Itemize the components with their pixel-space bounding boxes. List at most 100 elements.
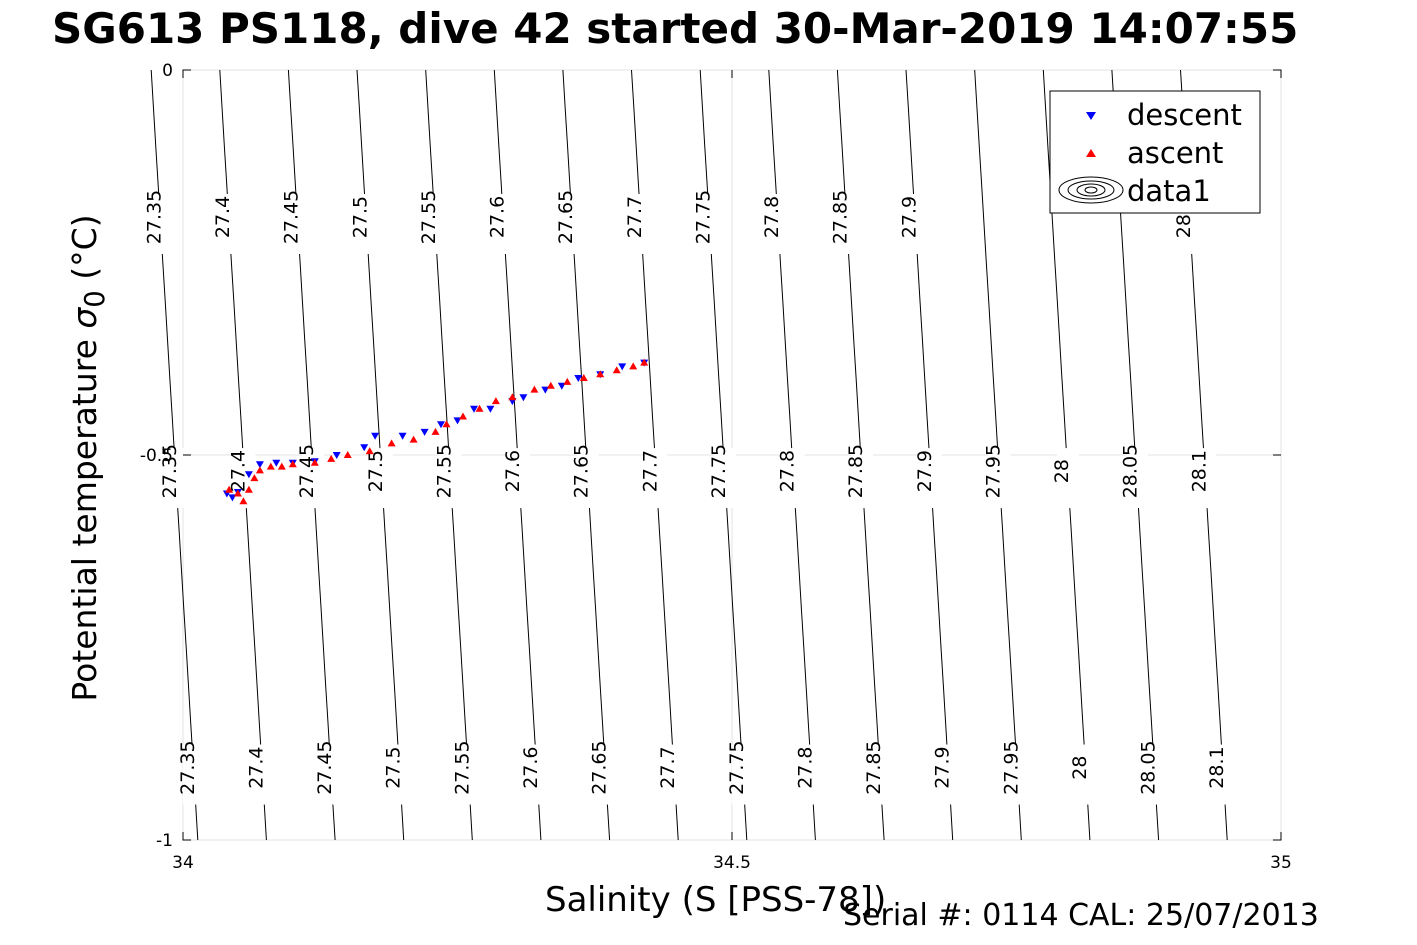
contour-label: 27.8 xyxy=(777,450,799,492)
contour-label: 27.55 xyxy=(418,190,440,244)
contour-label: 28 xyxy=(1069,756,1091,780)
contour-label: 27.9 xyxy=(914,450,936,492)
contour-label: 27.85 xyxy=(830,190,852,244)
ascent-point xyxy=(310,458,319,466)
contour-label: 27.35 xyxy=(159,444,181,498)
descent-point xyxy=(332,452,341,459)
contour-label: 27.4 xyxy=(245,746,267,788)
contour-label: 27.9 xyxy=(932,746,954,788)
ascent-point xyxy=(244,485,253,493)
ascent-point xyxy=(491,397,500,405)
data-series xyxy=(222,358,649,505)
contour-label: 27.6 xyxy=(502,450,524,492)
contour-label: 27.35 xyxy=(144,190,166,244)
contour-label-bg xyxy=(1074,744,1097,805)
ascent-point xyxy=(343,451,352,458)
contour-label: 27.95 xyxy=(982,444,1004,498)
ascent-point xyxy=(277,462,286,470)
contour-label: 27.7 xyxy=(657,746,679,788)
contour-label: 27.5 xyxy=(383,746,405,788)
contour-label-bg xyxy=(937,744,960,805)
ascent-point xyxy=(431,427,440,435)
axes: 34 34.5 35 0 -0.5 -1 xyxy=(140,61,1292,873)
descent-point xyxy=(437,421,445,429)
contour-label: 27.7 xyxy=(639,450,661,492)
legend: descent ascent data1 xyxy=(1049,90,1261,214)
contour-label-bg xyxy=(782,448,805,509)
ascent-point xyxy=(612,366,621,374)
ascent-point xyxy=(239,497,248,505)
contour-label: 27.4 xyxy=(228,450,250,492)
contour-label-bg xyxy=(182,744,205,805)
legend-ascent-marker xyxy=(1086,149,1096,157)
ascent-point xyxy=(327,454,336,462)
contour-label: 27.55 xyxy=(433,444,455,498)
contour-label-bg xyxy=(851,448,874,509)
contour-label: 27.35 xyxy=(177,740,199,794)
contour-label-bg xyxy=(508,448,531,509)
ascent-point xyxy=(365,447,374,455)
legend-descent-marker xyxy=(1086,112,1096,120)
contour-label-bg xyxy=(645,448,668,509)
descent-point xyxy=(398,432,407,440)
contour-label-bg xyxy=(492,194,515,254)
contour-label-bg xyxy=(1143,744,1166,805)
ascent-point xyxy=(409,435,418,443)
contour-label: 28 xyxy=(1051,459,1073,483)
contour-label-bg xyxy=(835,194,858,254)
contour-label-bg xyxy=(800,744,823,805)
density-contours: 27.35 27.4 27.45 27.5 27.55 27.6 27.65 27.7 27.7… xyxy=(144,69,1235,841)
ascent-point xyxy=(563,377,572,385)
descent-point xyxy=(371,432,380,440)
contour-label-bg xyxy=(218,194,241,254)
contour-label: 28.05 xyxy=(1120,444,1142,498)
contour-label: 27.75 xyxy=(693,190,715,244)
contour-label-bg xyxy=(561,194,584,254)
contour-label-bg xyxy=(302,448,325,509)
legend-box xyxy=(1049,90,1261,214)
contour-label: 27.8 xyxy=(794,746,816,788)
descent-point xyxy=(244,471,253,479)
x-tick-label: 35 xyxy=(1270,853,1292,873)
descent-point xyxy=(574,375,583,382)
legend-data1-marker xyxy=(1058,176,1124,204)
contour-label: 27.7 xyxy=(624,196,646,238)
y-tick-label: -1 xyxy=(156,831,173,851)
contour-label: 27.5 xyxy=(349,196,371,238)
contour-label-bg xyxy=(286,194,309,254)
y-tick-label: -0.5 xyxy=(140,446,173,466)
contour-label-bg xyxy=(457,744,480,805)
ascent-point xyxy=(255,466,264,474)
contour-label-bg xyxy=(1212,744,1235,805)
contour-label-bg xyxy=(904,194,927,254)
ascent-point xyxy=(233,489,242,497)
x-axis-label: Salinity (S [PSS-78]) xyxy=(545,880,887,920)
ascent-point xyxy=(387,439,396,447)
ascent-point xyxy=(250,474,259,482)
contour-label-bg xyxy=(1125,448,1148,509)
descent-point xyxy=(255,461,264,469)
ascent-point xyxy=(508,393,517,401)
contour-label-bg xyxy=(423,194,446,254)
ascent-point xyxy=(596,370,605,378)
contour-label: 28.1 xyxy=(1188,450,1210,492)
contour-label-bg xyxy=(988,448,1011,509)
serial-cal-note: Serial #: 0114 CAL: 25/07/2013 xyxy=(843,898,1319,933)
contour-label: 27.65 xyxy=(555,190,577,244)
contour-label-bg xyxy=(629,194,652,254)
legend-ascent-label: ascent xyxy=(1127,136,1223,170)
contour-label: 27.65 xyxy=(571,444,593,498)
contour-label: 27.5 xyxy=(365,450,387,492)
contour-label: 27.95 xyxy=(1000,740,1022,794)
contour-label: 28.1 xyxy=(1206,746,1228,788)
contour-label: 27.85 xyxy=(845,444,867,498)
descent-point xyxy=(486,405,495,413)
ascent-point xyxy=(475,404,484,412)
contour-label: 28.05 xyxy=(1138,740,1160,794)
descent-point xyxy=(470,405,478,413)
contour-label: 27.6 xyxy=(520,746,542,788)
descent-point xyxy=(360,444,369,452)
contour-label-bg xyxy=(698,194,721,254)
y-tick-label: 0 xyxy=(162,61,173,81)
descent-point xyxy=(618,363,627,371)
